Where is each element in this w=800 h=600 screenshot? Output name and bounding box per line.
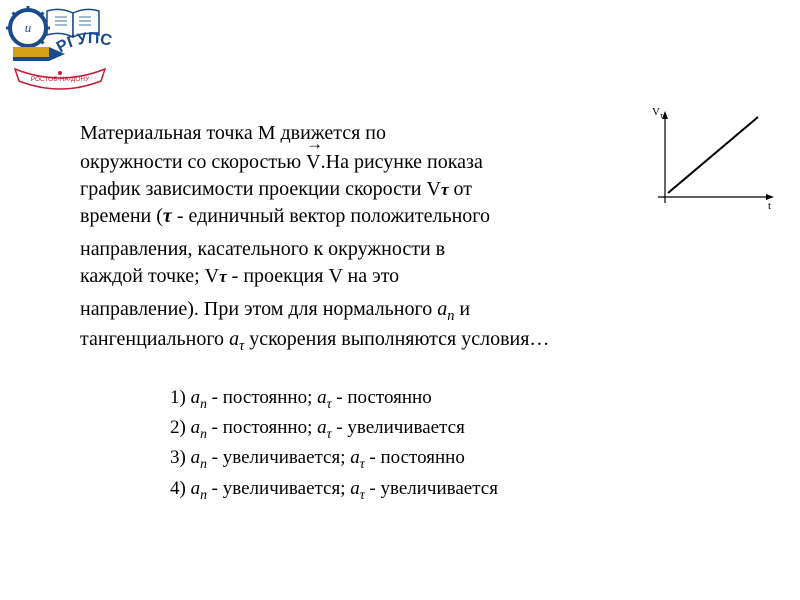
problem-text: Материальная точка M движется по окружно… xyxy=(80,120,650,506)
answer-options: 1) аn - постоянно; аτ - постоянно 2) аn … xyxy=(170,385,650,504)
tau: τ xyxy=(163,205,172,227)
a-n: аn xyxy=(437,298,454,320)
text: направления, касательного к окружности в xyxy=(80,238,445,260)
tau-sub: τ xyxy=(219,267,227,286)
graph-y-label: V xyxy=(652,106,660,118)
logo-city: РОСТОВ-НА-ДОНУ xyxy=(31,76,90,83)
text: график зависимости проекции скорости V xyxy=(80,178,441,200)
text: Материальная точка M движется по xyxy=(80,122,386,144)
text: окружности со скоростью xyxy=(80,151,306,173)
text: направление). При этом для нормального xyxy=(80,298,437,320)
text: времени ( xyxy=(80,205,163,227)
text: - проекция V на это xyxy=(227,265,400,287)
answer-3: 3) аn - увеличивается; аτ - постоянно xyxy=(170,445,650,473)
text: от xyxy=(448,178,471,200)
text: каждой точке; V xyxy=(80,265,219,287)
graph-x-label: t xyxy=(768,200,771,212)
vector-v: V xyxy=(306,147,320,176)
text: ускорения выполняются условия… xyxy=(244,328,549,350)
logo-u: u xyxy=(25,20,32,35)
a-tau: аτ xyxy=(229,328,244,350)
university-logo: u РГУПС РОСТОВ-НА-ДОНУ xyxy=(5,5,145,95)
answer-2: 2) аn - постоянно; аτ - увеличивается xyxy=(170,415,650,443)
answer-4: 4) аn - увеличивается; аτ - увеличиваетс… xyxy=(170,476,650,504)
answer-1: 1) аn - постоянно; аτ - постоянно xyxy=(170,385,650,413)
text: тангенциального xyxy=(80,328,229,350)
svg-text:Vτ: Vτ xyxy=(652,106,664,120)
text: - единичный вектор положительного xyxy=(172,205,490,227)
velocity-graph: Vτ t xyxy=(650,105,780,215)
text: .На рисунке показа xyxy=(321,151,483,173)
text: и xyxy=(454,298,470,320)
